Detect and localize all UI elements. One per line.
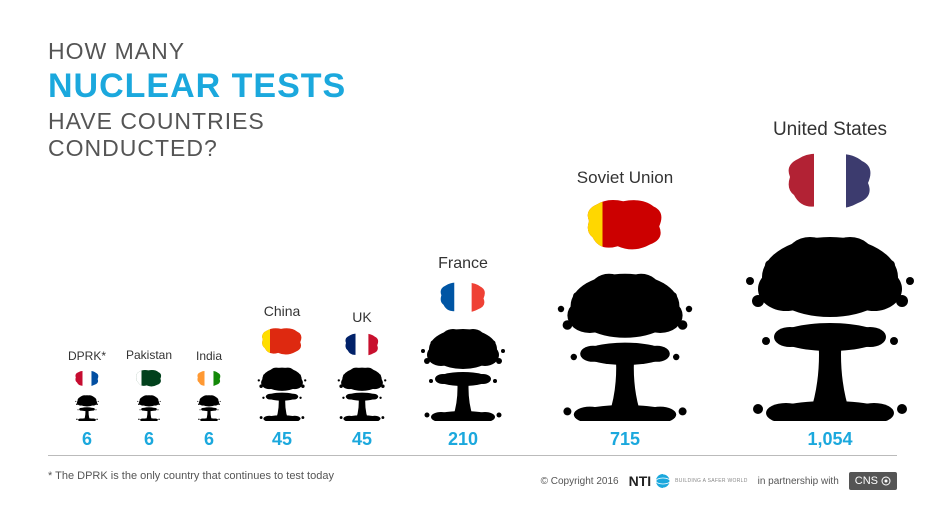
mushroom-cloud-icon (246, 363, 318, 421)
mushroom-cloud-icon (326, 363, 398, 421)
flag-icon (134, 368, 164, 389)
country-value: 1,054 (807, 429, 852, 450)
flag-icon (258, 325, 306, 359)
country-value: 45 (352, 429, 372, 450)
title-line1: HOW MANY (48, 38, 346, 65)
divider (48, 455, 897, 456)
copyright: © Copyright 2016 (541, 476, 619, 487)
mushroom-cloud-icon (184, 393, 234, 421)
country-label: Pakistan (126, 348, 172, 362)
country-label: United States (773, 119, 887, 141)
flag-icon (195, 369, 223, 389)
country-label: India (196, 349, 222, 363)
country-united-states: United States 1,054 (730, 119, 930, 450)
country-value: 6 (144, 429, 154, 450)
country-soviet-union: Soviet Union 715 (540, 168, 710, 450)
footnote: * The DPRK is the only country that cont… (48, 470, 334, 482)
chart-area: DPRK* 6 Pakistan (0, 70, 945, 450)
globe-icon (655, 473, 671, 489)
country-value: 45 (272, 429, 292, 450)
mushroom-cloud-icon (730, 221, 930, 421)
country-china: China 45 (246, 303, 318, 450)
country-uk: UK 45 (326, 309, 398, 450)
country-india: India 6 (184, 349, 234, 450)
flag-icon (436, 279, 490, 317)
cns-label: CNS (855, 475, 878, 487)
partnership-text: in partnership with (758, 476, 839, 487)
country-value: 6 (204, 429, 214, 450)
cns-badge: CNS (849, 472, 897, 490)
mushroom-cloud-icon (122, 393, 176, 421)
country-label: DPRK* (68, 349, 106, 363)
flag-icon (73, 369, 101, 389)
cns-icon (881, 476, 891, 486)
mushroom-cloud-icon (408, 321, 518, 421)
country-label: France (438, 255, 488, 273)
flag-icon (580, 194, 670, 257)
country-france: France 210 (408, 255, 518, 450)
country-dprk-: DPRK* 6 (62, 349, 112, 450)
country-label: UK (352, 309, 371, 325)
country-pakistan: Pakistan 6 (122, 348, 176, 450)
nti-label: NTI (629, 473, 652, 489)
mushroom-cloud-icon (62, 393, 112, 421)
country-value: 6 (82, 429, 92, 450)
country-label: China (264, 303, 301, 319)
nti-logo: NTI BUILDING A SAFER WORLD (629, 473, 748, 489)
country-label: Soviet Union (577, 168, 673, 188)
flag-icon (780, 147, 880, 217)
country-value: 210 (448, 429, 478, 450)
mushroom-cloud-icon (540, 261, 710, 421)
footer: © Copyright 2016 NTI BUILDING A SAFER WO… (541, 472, 897, 490)
flag-icon (342, 331, 382, 359)
country-value: 715 (610, 429, 640, 450)
nti-sub: BUILDING A SAFER WORLD (675, 478, 747, 484)
